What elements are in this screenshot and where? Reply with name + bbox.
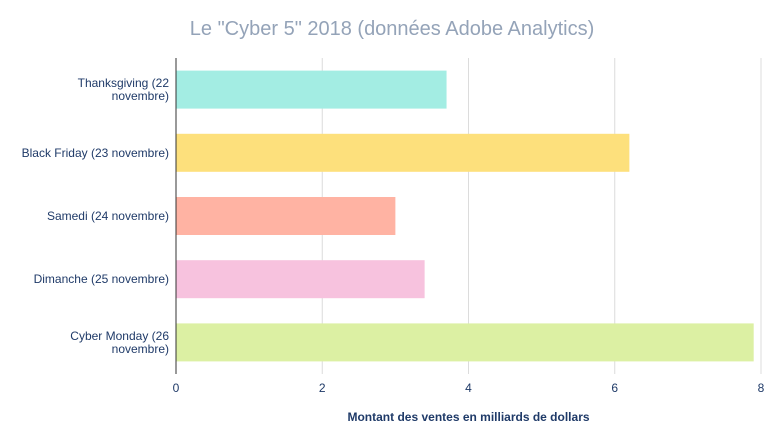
x-tick-label: 6 xyxy=(611,381,618,395)
category-label: Black Friday (23 novembre) xyxy=(22,146,169,160)
x-tick-label: 0 xyxy=(173,381,180,395)
category-label-line: Black Friday (23 novembre) xyxy=(22,146,169,160)
bar xyxy=(176,133,630,172)
category-label-line: Thanksgiving (22 xyxy=(78,76,170,90)
category-label-line: Cyber Monday (26 xyxy=(70,329,169,343)
category-label-line: novembre) xyxy=(112,342,169,356)
category-label: Dimanche (25 novembre) xyxy=(34,272,169,286)
x-tick-label: 4 xyxy=(465,381,472,395)
x-tick-label: 8 xyxy=(758,381,765,395)
category-label: Samedi (24 novembre) xyxy=(47,209,169,223)
x-axis-title: Montant des ventes en milliards de dolla… xyxy=(347,410,589,424)
x-tick-label: 2 xyxy=(319,381,326,395)
category-label-line: novembre) xyxy=(112,89,169,103)
category-label: Thanksgiving (22 novembre) xyxy=(78,76,170,103)
bar xyxy=(176,70,447,109)
category-label-line: Samedi (24 novembre) xyxy=(47,209,169,223)
bar xyxy=(176,323,754,362)
chart-title: Le "Cyber 5" 2018 (données Adobe Analyti… xyxy=(189,18,595,40)
bar xyxy=(176,197,396,235)
category-label: Cyber Monday (26 novembre) xyxy=(70,329,169,356)
bar-series xyxy=(176,70,754,362)
bar xyxy=(176,260,425,299)
x-tick-labels: 0 2 4 6 8 xyxy=(173,381,765,395)
category-label-line: Dimanche (25 novembre) xyxy=(34,272,169,286)
category-labels: Thanksgiving (22 novembre)Black Friday (2… xyxy=(22,76,170,356)
